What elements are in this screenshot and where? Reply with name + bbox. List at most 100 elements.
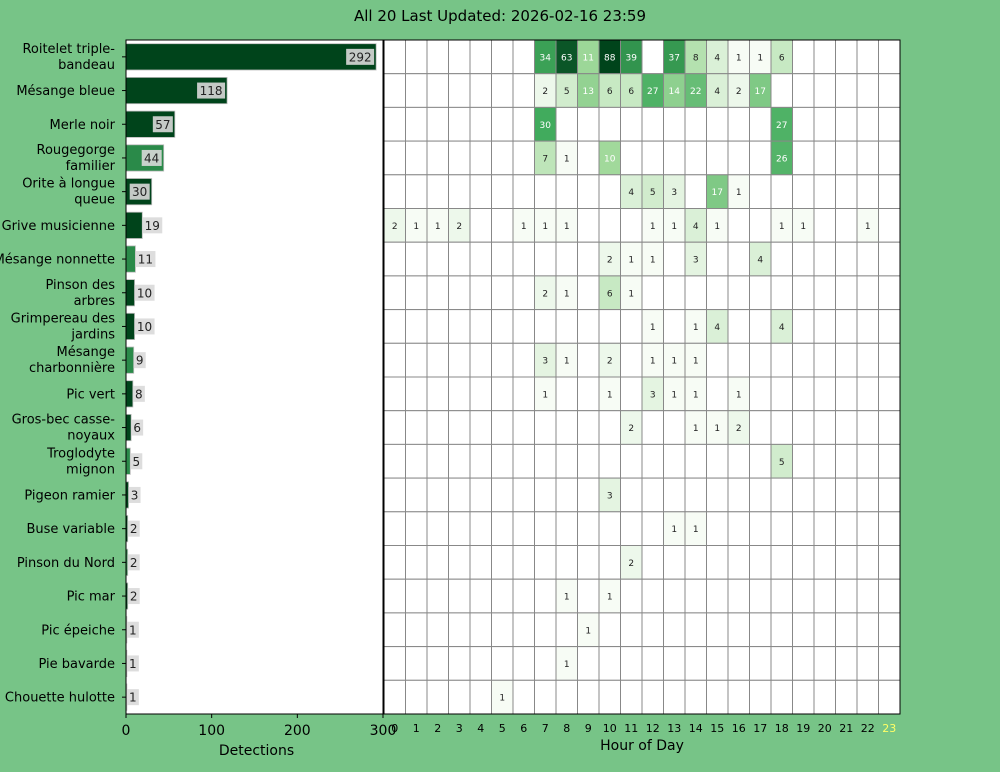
category-label: Orite à longue [22, 177, 115, 192]
heatmap-cell [491, 578, 514, 614]
heatmap-cell [405, 612, 428, 648]
hour-tick-label: 20 [818, 722, 832, 735]
heatmap-cell [383, 511, 406, 546]
heatmap-cell [491, 140, 514, 176]
heatmap-cell [878, 410, 901, 445]
heatmap-cell [598, 511, 621, 546]
heatmap-cell [813, 679, 836, 715]
bar-value-label: 1 [129, 691, 137, 705]
heatmap-cell [792, 410, 815, 445]
heatmap-cell [534, 410, 557, 445]
heatmap-cell [706, 106, 729, 142]
heatmap-cell [405, 511, 428, 546]
heatmap-cell [727, 309, 750, 344]
heatmap-cell [792, 39, 815, 75]
heatmap-cell [491, 545, 514, 580]
heatmap-cell [749, 443, 772, 479]
heatmap-cell [663, 679, 686, 715]
heatmap-cell-value: 1 [628, 289, 634, 299]
heatmap-cell [534, 679, 557, 715]
heatmap-cell [641, 410, 664, 445]
heatmap-cell [512, 275, 535, 311]
heatmap-cell [383, 39, 406, 75]
bar-value-label: 10 [137, 320, 152, 334]
heatmap-cell [577, 477, 600, 513]
heatmap-cell [878, 241, 901, 277]
heatmap-cell-value: 1 [671, 357, 677, 367]
heatmap-cell [856, 241, 879, 277]
heatmap-cell-value: 5 [650, 188, 656, 198]
heatmap-cell [383, 376, 406, 412]
heatmap-cell [491, 174, 514, 210]
heatmap-cell-value: 1 [650, 222, 656, 232]
heatmap-cell [641, 578, 664, 614]
heatmap-cell [405, 174, 428, 210]
heatmap-cell-value: 1 [499, 694, 505, 704]
heatmap-cell [770, 410, 793, 445]
bar-plot-frame [125, 39, 384, 715]
heatmap-cell [684, 106, 707, 142]
heatmap-cell [749, 511, 772, 546]
heatmap-cell [577, 410, 600, 445]
heatmap-cell [512, 410, 535, 445]
heatmap-cell [534, 241, 557, 277]
heatmap-cell [491, 208, 514, 243]
heatmap-cell [792, 73, 815, 108]
heatmap-cell [469, 376, 492, 412]
bar [125, 211, 143, 239]
heatmap-cell-value: 1 [693, 323, 699, 333]
heatmap-cell-value: 1 [564, 660, 570, 670]
heatmap-cell [555, 106, 578, 142]
heatmap-cell [383, 646, 406, 681]
heatmap-cell [491, 443, 514, 479]
heatmap-cell [792, 275, 815, 311]
heatmap-cell [770, 174, 793, 210]
hour-tick-label: 10 [603, 722, 617, 735]
category-label: mignon [66, 462, 115, 477]
heatmap-cell [383, 174, 406, 210]
heatmap-cell [856, 612, 879, 648]
heatmap-cell [813, 646, 836, 681]
bar-value-label: 30 [132, 185, 147, 199]
heatmap-cell-value: 1 [800, 222, 806, 232]
heatmap-cell-value: 4 [714, 323, 720, 333]
heatmap-cell-value: 27 [647, 87, 658, 97]
heatmap-cell-value: 1 [564, 222, 570, 232]
heatmap-cell [878, 174, 901, 210]
heatmap-cell [749, 679, 772, 715]
heatmap-cell [727, 106, 750, 142]
heatmap-cell-value: 1 [693, 357, 699, 367]
heatmap-cell [512, 73, 535, 108]
category-label: Mésange bleue [16, 84, 115, 99]
heatmap-cell [469, 140, 492, 176]
category-label: Grive musicienne [2, 219, 115, 234]
heatmap-cell [448, 679, 471, 715]
bar-value-label: 1 [129, 623, 137, 637]
heatmap-cell [835, 140, 858, 176]
heatmap-cell [448, 511, 471, 546]
hour-tick-label: 21 [839, 722, 853, 735]
heatmap-cell [598, 309, 621, 344]
heatmap-cell [727, 275, 750, 311]
heatmap-cell [878, 443, 901, 479]
heatmap-cell [426, 342, 449, 378]
heatmap-cell [491, 73, 514, 108]
heatmap-cell [835, 73, 858, 108]
heatmap-cell [792, 612, 815, 648]
heatmap-cell [878, 208, 901, 243]
heatmap-cell [426, 241, 449, 277]
category-label: Pinson des [45, 278, 115, 293]
heatmap-cell [598, 443, 621, 479]
heatmap-cell-value: 1 [779, 222, 785, 232]
heatmap-cell [813, 443, 836, 479]
heatmap-cell [835, 376, 858, 412]
heatmap-cell [426, 73, 449, 108]
bar-value-label: 11 [138, 253, 153, 267]
heatmap-cell [620, 511, 643, 546]
heatmap-cell [405, 545, 428, 580]
heatmap-cell [426, 612, 449, 648]
heatmap-cell-value: 37 [669, 53, 680, 63]
bar-value-label: 5 [132, 455, 140, 469]
heatmap-cell [512, 309, 535, 344]
heatmap-cell-value: 1 [650, 357, 656, 367]
